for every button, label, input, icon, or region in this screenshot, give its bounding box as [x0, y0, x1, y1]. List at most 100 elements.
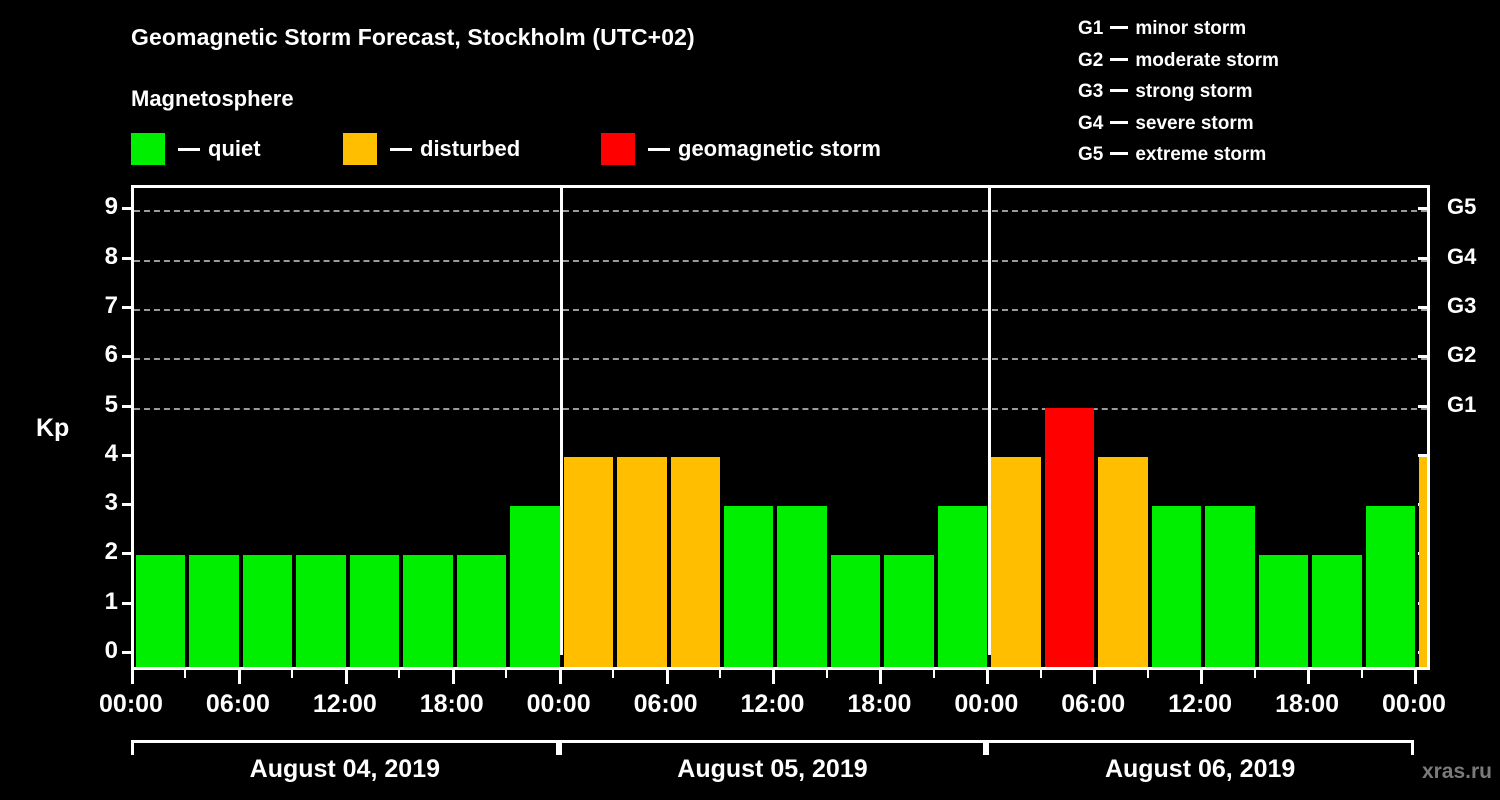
storm-desc-g1: minor storm: [1135, 18, 1247, 39]
gridline-kp-6: [134, 358, 1427, 361]
day-label-2: August 05, 2019: [677, 755, 868, 783]
legend-entry-quiet: quiet: [131, 133, 261, 165]
bar: [403, 555, 453, 667]
bar: [830, 555, 881, 667]
bar: [1258, 555, 1309, 667]
bar: [1044, 407, 1095, 667]
y-tick-label-3: 3: [104, 489, 118, 517]
storm-code-g1: G1: [1078, 18, 1104, 39]
x-tick-minor-21: [1253, 670, 1256, 678]
x-tick-mark-3: [451, 670, 455, 684]
storm-legend-row-g4: G4 severe storm: [1078, 108, 1428, 140]
x-tick-mark-0: [131, 670, 134, 684]
legend-dash-icon: [178, 147, 200, 151]
x-tick-minor-15: [932, 670, 935, 678]
y-tick-mark-5: [122, 404, 134, 408]
y-tick-label-8: 8: [104, 242, 118, 270]
page-title: Geomagnetic Storm Forecast, Stockholm (U…: [131, 24, 695, 50]
bar: [937, 506, 988, 667]
y-tick-label-1: 1: [104, 587, 118, 615]
storm-legend-row-g5: G5 extreme storm: [1078, 139, 1428, 171]
y-tick-mark-4: [122, 453, 134, 457]
storm-dash-icon: [1110, 152, 1129, 155]
x-tick-mark-1: [237, 670, 241, 684]
legend-dash-icon: [390, 147, 412, 151]
x-tick-minor-5: [398, 670, 401, 678]
x-tick-minor-7: [505, 670, 508, 678]
storm-scale-legend: G1 minor storm G2 moderate storm G3 strong st…: [1078, 13, 1428, 171]
legend-label-geomagnetic-storm: geomagnetic storm: [678, 136, 881, 161]
y-tick-label-6: 6: [104, 341, 118, 369]
legend-swatch-disturbed: [343, 133, 377, 165]
x-tick-mark-2: [344, 670, 348, 684]
y2-tick-label-g3: G3: [1447, 292, 1477, 318]
x-tick-mark-9: [1093, 670, 1097, 684]
day-divider-2: [987, 188, 991, 655]
storm-code-g4: G4: [1078, 112, 1104, 134]
storm-dash-icon: [1110, 57, 1129, 61]
x-tick-label-12: 00:00: [1381, 690, 1446, 718]
x-tick-label-3: 18:00: [419, 690, 484, 718]
x-tick-minor-19: [1146, 670, 1149, 678]
y-tick-mark-9: [122, 207, 134, 211]
legend-entry-geomagnetic-storm: geomagnetic storm: [601, 133, 881, 165]
series-heading: Magnetosphere: [131, 86, 294, 111]
bar: [456, 555, 507, 667]
bar: [1365, 506, 1415, 667]
x-tick-label-6: 12:00: [740, 690, 805, 718]
bar: [1312, 555, 1362, 667]
storm-legend-row-g3: G3 strong storm: [1078, 76, 1428, 108]
legend-swatch-quiet: [131, 133, 165, 165]
bar: [777, 506, 827, 667]
x-tick-label-2: 12:00: [312, 690, 377, 718]
y2-tick-mark-4: [1418, 453, 1430, 457]
bar: [296, 555, 346, 667]
y-tick-label-5: 5: [104, 390, 118, 418]
legend-dash-icon: [648, 147, 670, 151]
bar: [349, 555, 400, 667]
bar: [884, 555, 934, 667]
storm-code-g5: G5: [1078, 144, 1104, 165]
y-tick-mark-0: [122, 651, 134, 654]
x-tick-minor-9: [612, 670, 615, 678]
x-tick-mark-7: [879, 670, 883, 684]
x-tick-minor-1: [184, 670, 187, 678]
y-tick-mark-1: [122, 601, 134, 605]
x-tick-mark-6: [772, 670, 776, 684]
watermark: xras.ru: [1421, 760, 1492, 783]
x-tick-label-8: 00:00: [954, 690, 1019, 718]
y-tick-mark-7: [122, 305, 134, 309]
legend-entry-disturbed: disturbed: [343, 133, 520, 165]
y-tick-mark-6: [122, 355, 134, 359]
x-tick-mark-12: [1413, 670, 1417, 684]
x-tick-label-5: 06:00: [633, 690, 698, 718]
y2-tick-mark-5: [1418, 404, 1430, 408]
bar: [136, 555, 186, 667]
storm-dash-icon: [1110, 89, 1129, 92]
legend-swatch-geomagnetic-storm: [601, 133, 635, 165]
day-label-1: August 04, 2019: [249, 755, 440, 783]
y2-tick-mark-6: [1418, 355, 1430, 359]
bar: [1418, 456, 1427, 667]
y2-tick-label-g4: G4: [1447, 243, 1477, 269]
y-axis-title: Kp: [36, 414, 70, 442]
x-tick-minor-17: [1039, 670, 1042, 678]
bar: [1151, 506, 1202, 667]
bar: [670, 456, 721, 667]
x-tick-label-10: 12:00: [1168, 690, 1233, 718]
y2-tick-mark-9: [1418, 207, 1430, 211]
y2-tick-mark-8: [1418, 256, 1430, 260]
bar: [617, 456, 667, 667]
y-tick-mark-3: [122, 503, 134, 507]
y-tick-label-4: 4: [104, 439, 118, 467]
legend-label-disturbed: disturbed: [420, 136, 521, 161]
x-tick-minor-13: [825, 670, 828, 678]
storm-code-g3: G3: [1078, 81, 1104, 102]
storm-code-g2: G2: [1078, 49, 1104, 71]
x-tick-mark-4: [558, 670, 562, 684]
x-tick-mark-10: [1200, 670, 1204, 684]
x-tick-mark-11: [1307, 670, 1311, 684]
bar: [991, 456, 1041, 667]
y-tick-label-9: 9: [104, 193, 118, 221]
day-divider-1: [560, 188, 564, 655]
